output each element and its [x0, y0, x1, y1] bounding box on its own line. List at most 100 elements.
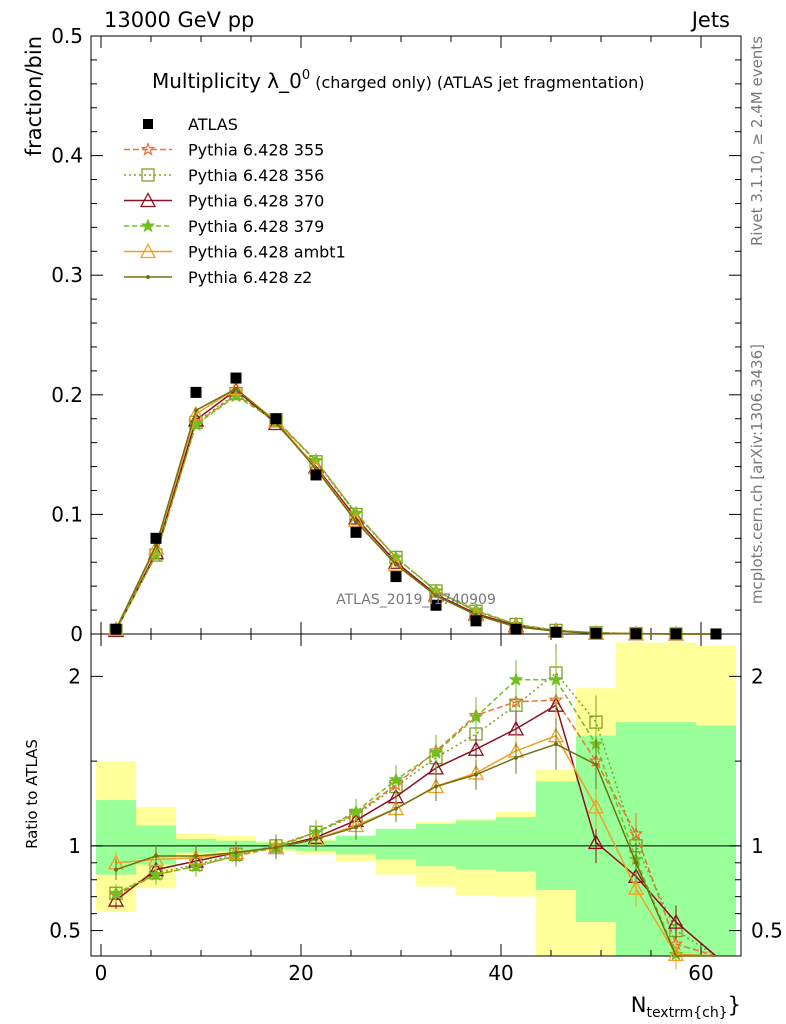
x-axis-label-main: N — [631, 993, 647, 1017]
marker-dot — [194, 408, 198, 413]
data-point — [430, 599, 442, 611]
y-tick-label-ratio: 2 — [68, 664, 81, 688]
band-green — [496, 817, 536, 872]
marker-dot — [114, 867, 118, 872]
marker-square — [141, 168, 155, 182]
data-point — [710, 628, 722, 640]
band-green — [336, 835, 376, 855]
y-tick-label-ratio: 1 — [68, 834, 81, 858]
legend-label-1: Pythia 6.428 356 — [188, 166, 324, 185]
band-green — [536, 781, 576, 890]
marker-star — [148, 867, 164, 881]
marker-triangle — [147, 539, 165, 555]
marker-dot — [594, 762, 598, 767]
series-layer — [107, 380, 717, 970]
legend-label-4: Pythia 6.428 ambt1 — [188, 243, 346, 262]
legend-label-3: Pythia 6.428 379 — [188, 217, 324, 236]
marker-star — [548, 672, 564, 686]
axes-ticks: 00.10.20.30.40.50.5 0.51 12 20 20 40 60 — [49, 24, 783, 985]
legend-label-0: Pythia 6.428 355 — [188, 141, 324, 160]
y-tick-label-main: 0.2 — [51, 383, 83, 407]
x-tick-label: 20 — [288, 961, 313, 985]
mcplots-label: mcplots.cern.ch [arXiv:1306.3436] — [748, 344, 766, 604]
marker-dot — [194, 854, 198, 859]
title-suffix: (charged only) (ATLAS jet fragmentation) — [310, 73, 644, 92]
band-green — [376, 828, 416, 860]
y-tick-label-ratio-right: 1 — [751, 834, 764, 858]
x-axis-label-close: } — [728, 993, 741, 1017]
legend-marker-data — [143, 119, 153, 129]
marker-dot — [234, 386, 238, 391]
rivet-label: Rivet 3.1.10, ≥ 2.4M events — [748, 36, 766, 246]
marker-star — [428, 583, 444, 598]
y-axis-label-ratio: Ratio to ATLAS — [23, 739, 41, 849]
band-green — [696, 725, 736, 956]
x-tick-label: 40 — [488, 961, 513, 985]
header-right: Jets — [690, 8, 730, 32]
marker-triangle — [187, 405, 205, 421]
data-point — [110, 623, 122, 635]
data-point — [390, 571, 402, 583]
data-point — [470, 615, 482, 627]
band-green — [416, 823, 456, 867]
data-point — [510, 623, 522, 635]
marker-dot — [434, 593, 438, 598]
marker-dot — [554, 742, 558, 747]
legend-label-5: Pythia 6.428 z2 — [188, 268, 312, 287]
marker-triangle — [667, 945, 685, 961]
marker-dot — [154, 543, 158, 548]
marker-dot — [474, 772, 478, 777]
data-point — [150, 532, 162, 544]
x-axis-label-sub: textrm{ch} — [646, 1005, 727, 1021]
y-tick-label-ratio-right: 0.5 — [751, 919, 783, 943]
marker-dot — [434, 784, 438, 789]
marker-dot — [514, 755, 518, 760]
data-point — [670, 628, 682, 640]
data-point — [190, 386, 202, 398]
data-point — [630, 628, 642, 640]
data-layer — [110, 372, 722, 640]
marker-dot — [394, 562, 398, 567]
marker-triangle — [587, 798, 605, 814]
y-tick-label-main: 0.1 — [51, 502, 83, 526]
series-5 — [114, 386, 716, 957]
data-point — [310, 469, 322, 481]
x-tick-label: 0 — [95, 961, 108, 985]
analysis-watermark: ATLAS_2019_I1740909 — [336, 592, 496, 608]
marker-dot — [234, 850, 238, 855]
y-axis-label-main: fraction/bin — [22, 36, 46, 156]
data-point — [230, 372, 242, 384]
marker-triangle — [139, 192, 157, 208]
marker-star — [508, 672, 524, 686]
marker-triangle — [667, 913, 685, 929]
data-point — [350, 526, 362, 538]
uncertainty-bands — [91, 642, 741, 956]
x-tick-label: 60 — [688, 961, 713, 985]
marker-star — [388, 771, 404, 786]
header-left: 13000 GeV pp — [104, 8, 254, 32]
marker-dot — [634, 860, 638, 865]
marker-dot — [314, 837, 318, 842]
marker-dot — [394, 806, 398, 811]
marker-triangle — [587, 834, 605, 850]
marker-triangle — [387, 556, 405, 572]
plot-title: Multiplicity λ_00 (charged only) (ATLAS … — [152, 68, 644, 93]
series-line-ratio — [115, 699, 717, 957]
y-tick-label-main: 0.3 — [51, 263, 83, 287]
series-line-main — [115, 387, 716, 635]
marker-star — [108, 885, 124, 900]
ratio-frame — [90, 633, 742, 957]
title-superscript: 0 — [302, 68, 310, 83]
data-point — [550, 626, 562, 638]
axes-frames — [90, 35, 742, 957]
marker-star — [140, 218, 156, 233]
series-line-ratio — [115, 743, 716, 957]
band-green — [456, 820, 496, 870]
y-tick-label-main: 0.4 — [51, 144, 83, 168]
legend: ATLAS Pythia 6.428 355 Pythia 6.428 356 Pyt… — [124, 115, 346, 287]
marker-triangle — [139, 243, 157, 259]
marker-triangle — [227, 380, 245, 396]
marker-star — [468, 709, 484, 724]
legend-label-2: Pythia 6.428 370 — [188, 192, 324, 211]
